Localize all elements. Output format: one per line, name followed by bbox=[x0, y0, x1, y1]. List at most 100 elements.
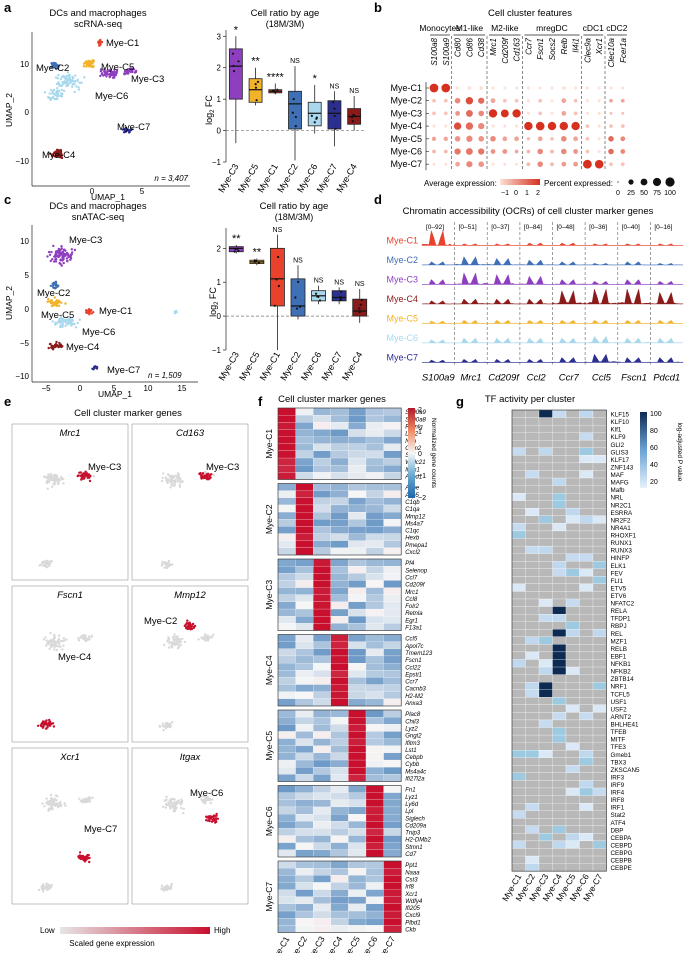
f-cell bbox=[365, 526, 384, 534]
e-point-bg bbox=[173, 798, 176, 801]
g-cell bbox=[511, 765, 526, 774]
umap-point-c6 bbox=[49, 97, 52, 100]
g-cell bbox=[511, 455, 526, 464]
g-cell bbox=[538, 538, 553, 547]
box-point bbox=[273, 304, 276, 307]
umap-point-c6 bbox=[60, 88, 64, 92]
g-cell bbox=[538, 833, 553, 842]
box-point bbox=[334, 127, 337, 130]
g-cell bbox=[525, 802, 540, 811]
f-cell bbox=[330, 677, 349, 685]
f-cell bbox=[295, 519, 314, 527]
g-cell bbox=[511, 621, 526, 630]
g-cell bbox=[538, 818, 553, 826]
e-point-bg bbox=[54, 804, 57, 808]
b-dot bbox=[609, 98, 613, 103]
f-cell bbox=[277, 526, 296, 534]
c-xlabel: UMAP_1 bbox=[98, 389, 132, 399]
g-cell bbox=[511, 810, 526, 819]
umap-point-c3 bbox=[105, 72, 109, 75]
e-point-hi bbox=[48, 722, 51, 725]
g-tf-MITF: MITF bbox=[611, 737, 626, 744]
g-cell bbox=[525, 515, 540, 524]
b-dot bbox=[431, 136, 437, 141]
box-Mye-C2 bbox=[290, 278, 306, 317]
f-cell bbox=[348, 504, 367, 513]
f-group-Mye-C5: Mye-C5 bbox=[264, 731, 274, 761]
e-point-bg bbox=[77, 639, 81, 642]
umap-point-c6 bbox=[51, 90, 54, 94]
panel-letter-e: e bbox=[4, 394, 11, 409]
g-cell bbox=[552, 697, 567, 705]
f-cell bbox=[383, 601, 402, 610]
f-cell bbox=[295, 655, 314, 664]
g-cell bbox=[592, 500, 607, 509]
b-dot bbox=[444, 162, 448, 166]
f-cell bbox=[365, 717, 384, 725]
umap-point-c3 bbox=[48, 253, 52, 256]
f-cell bbox=[295, 601, 314, 610]
f-cell bbox=[348, 490, 367, 498]
f-cell bbox=[348, 792, 367, 800]
f-cell bbox=[330, 903, 349, 912]
f-cell bbox=[295, 785, 314, 793]
f-cell bbox=[295, 594, 314, 603]
f-cell bbox=[295, 724, 314, 732]
g-tf-CEBPE: CEBPE bbox=[611, 865, 632, 872]
g-cell bbox=[511, 787, 526, 796]
b-dot bbox=[503, 86, 507, 90]
umap-point-c6 bbox=[51, 320, 54, 323]
box-point bbox=[358, 310, 361, 314]
b-dot bbox=[465, 122, 474, 130]
b-dot bbox=[597, 99, 601, 103]
f-cell bbox=[330, 806, 349, 815]
e-point-bg bbox=[170, 478, 173, 481]
g-cell bbox=[538, 727, 553, 736]
f-cell bbox=[365, 910, 384, 919]
f-cell bbox=[295, 903, 314, 912]
e-point-bg bbox=[47, 640, 50, 643]
box-ytick-label: −1 bbox=[212, 346, 222, 355]
e-point-bg bbox=[81, 637, 85, 640]
e-point-bg bbox=[161, 805, 165, 808]
g-cell bbox=[511, 757, 526, 766]
f-cell bbox=[295, 623, 314, 631]
f-cell bbox=[365, 483, 384, 491]
g-cell bbox=[565, 712, 580, 721]
f-cell bbox=[348, 540, 367, 548]
f-cell bbox=[383, 731, 402, 739]
c-ytick: 10 bbox=[20, 237, 29, 246]
g-tf-ARNT2: ARNT2 bbox=[611, 714, 632, 721]
box-point bbox=[272, 89, 276, 92]
g-cell bbox=[552, 855, 567, 864]
g-cell bbox=[592, 689, 607, 698]
g-cell bbox=[592, 568, 607, 577]
f-gene-Fn1: Fn1 bbox=[405, 788, 415, 794]
e-point-bg bbox=[160, 479, 164, 483]
g-cell bbox=[565, 780, 580, 789]
g-cell bbox=[538, 855, 553, 864]
f-cell bbox=[313, 752, 331, 761]
f-cell bbox=[330, 634, 349, 642]
b-dot bbox=[561, 136, 567, 142]
e-point-bg bbox=[91, 796, 94, 800]
f-cell bbox=[348, 799, 367, 808]
umap-point-c6 bbox=[65, 74, 68, 78]
umap-point-c6 bbox=[65, 322, 68, 325]
e-point-bg bbox=[53, 481, 56, 484]
g-cell bbox=[552, 523, 567, 532]
e-point-bg bbox=[92, 475, 96, 478]
f-cell bbox=[330, 407, 349, 416]
e-point-hi bbox=[208, 473, 212, 477]
f-cell bbox=[348, 868, 367, 876]
e-point-hi bbox=[190, 627, 193, 630]
box-ytick-label: 1 bbox=[217, 95, 222, 104]
g-cell bbox=[538, 659, 553, 668]
f-heatmap: S100a9S100a8RetnlgLcn2NgpOlfm2SlpiWfdc21… bbox=[264, 407, 433, 953]
b-dot bbox=[526, 162, 531, 167]
e-point-bg bbox=[209, 801, 212, 805]
g-cell bbox=[592, 712, 607, 721]
e-point-bg bbox=[53, 797, 56, 800]
g-cell bbox=[579, 485, 594, 494]
g-tf-NRF1: NRF1 bbox=[611, 684, 628, 691]
